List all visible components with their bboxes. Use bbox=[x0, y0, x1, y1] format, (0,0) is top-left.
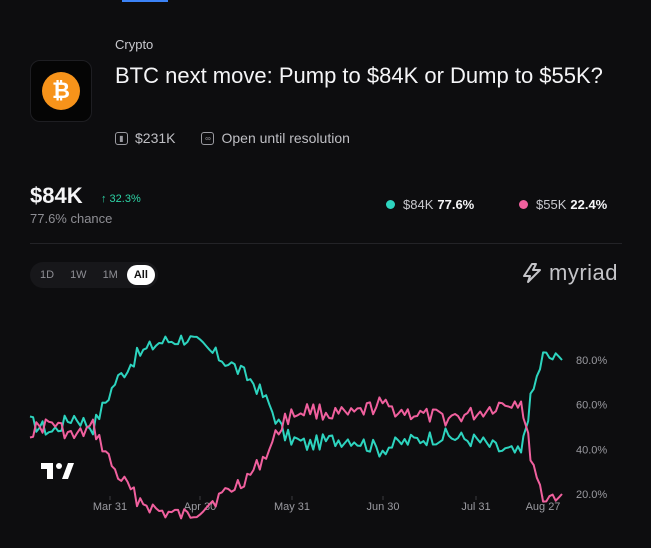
legend-label: $55K bbox=[536, 197, 567, 212]
range-tab-1m[interactable]: 1M bbox=[102, 269, 118, 281]
legend-item-84k[interactable]: $84K 77.6% bbox=[386, 197, 474, 212]
range-tabs: 1D 1W 1M All bbox=[30, 262, 158, 288]
y-tick-label: 60.0% bbox=[576, 400, 607, 412]
price-change: ↑ 32.3% bbox=[101, 193, 141, 205]
bar-chart-icon: ▮ bbox=[115, 131, 128, 145]
range-tab-all[interactable]: All bbox=[126, 265, 155, 285]
x-tick-label: Aug 27 bbox=[526, 501, 561, 513]
myriad-logo-icon bbox=[523, 263, 541, 283]
brand-logo[interactable]: myriad bbox=[521, 260, 618, 286]
headline-price: $84K bbox=[30, 183, 83, 208]
y-tick-label: 80.0% bbox=[576, 355, 607, 367]
x-tick-label: Mar 31 bbox=[93, 501, 127, 513]
legend-dot bbox=[386, 200, 395, 209]
price-chart[interactable]: 80.0% 60.0% 40.0% 20.0% Mar 31 Apr 30 May 31 Ju… bbox=[0, 330, 651, 530]
infinity-icon: ∞ bbox=[201, 131, 215, 145]
divider bbox=[30, 243, 622, 244]
market-volume: $231K bbox=[135, 130, 176, 146]
legend-label: $84K bbox=[403, 197, 434, 212]
market-category[interactable]: Crypto bbox=[115, 37, 154, 52]
brand-name: myriad bbox=[549, 260, 619, 285]
active-tab-indicator bbox=[122, 0, 168, 2]
legend-item-55k[interactable]: $55K 22.4% bbox=[519, 197, 607, 212]
bitcoin-icon: ₿ bbox=[42, 72, 80, 110]
series-line-yes bbox=[29, 334, 563, 458]
market-meta: ▮ $231K ∞ Open until resolution bbox=[115, 130, 350, 146]
market-title: BTC next move: Pump to $84K or Dump to $… bbox=[115, 63, 603, 88]
legend-value: 77.6% bbox=[437, 197, 475, 212]
tradingview-icon bbox=[41, 463, 74, 479]
market-status: Open until resolution bbox=[221, 130, 350, 146]
y-tick-label: 40.0% bbox=[576, 444, 607, 456]
x-tick-label: May 31 bbox=[274, 501, 310, 513]
y-tick-label: 20.0% bbox=[576, 489, 607, 501]
chance-label: 77.6% chance bbox=[30, 211, 113, 226]
range-tab-1d[interactable]: 1D bbox=[40, 269, 55, 281]
x-tick-label: Jun 30 bbox=[366, 501, 399, 513]
legend-value: 22.4% bbox=[570, 197, 608, 212]
x-tick-label: Jul 31 bbox=[461, 501, 490, 513]
market-icon: ₿ bbox=[30, 60, 92, 122]
legend-dot bbox=[519, 200, 528, 209]
x-tick-label: Apr 30 bbox=[184, 501, 216, 513]
series-line-no bbox=[29, 396, 563, 520]
range-tab-1w[interactable]: 1W bbox=[70, 269, 87, 281]
